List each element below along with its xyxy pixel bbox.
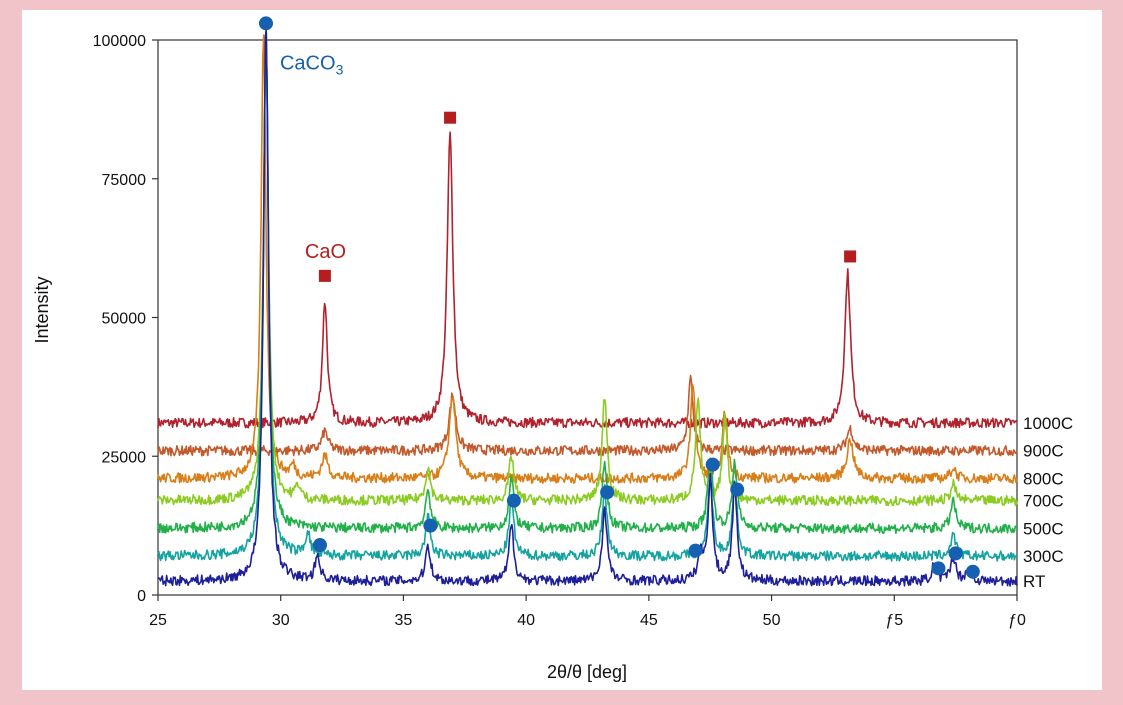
- y-tick-label: 0: [137, 588, 146, 605]
- label-layer: RT 300C 500C 700C 800C 900C 1000C CaCO3 CaO: [280, 52, 1073, 591]
- series-label-800c: 800C: [1023, 469, 1064, 488]
- cao-marker: [318, 269, 331, 282]
- series-line-500c: [157, 29, 1018, 534]
- series-label-900c: 900C: [1023, 442, 1064, 461]
- x-tick-label: 25: [149, 612, 167, 629]
- y-tick-label: 75000: [102, 172, 147, 189]
- x-tick-label: 40: [517, 612, 535, 629]
- x-tick-label: 45: [640, 612, 658, 629]
- marker-layer: [258, 16, 980, 579]
- cao-marker: [444, 111, 457, 124]
- caco3-marker: [423, 518, 438, 533]
- series-label-500c: 500C: [1023, 519, 1064, 538]
- x-tick-label: ƒ0: [1008, 612, 1026, 629]
- series-label-rt: RT: [1023, 572, 1045, 591]
- series-line-700c: [157, 29, 1018, 507]
- cao-label: CaO: [305, 241, 346, 263]
- caco3-marker: [600, 485, 615, 500]
- axes-layer: 0 25000 50000 75000 100000 25 30 35 40 45 50 ƒ5 ƒ0: [93, 33, 1026, 629]
- xrd-chart: 0 25000 50000 75000 100000 25 30 35 40 45 50 ƒ5 ƒ0 R…: [32, 16, 1073, 682]
- x-tick-label: 35: [395, 612, 413, 629]
- series-line-900c: [157, 374, 1018, 457]
- x-axis-title: 2θ/θ [deg]: [547, 662, 627, 682]
- caco3-marker: [506, 493, 521, 508]
- y-tick-label: 50000: [102, 311, 147, 328]
- series-line-800c: [157, 34, 1018, 485]
- plot-frame: [157, 39, 1018, 596]
- caco3-label: CaCO3: [280, 52, 344, 77]
- caco3-marker: [688, 543, 703, 558]
- series-line-1000c: [157, 131, 1018, 429]
- y-tick-label: 100000: [93, 33, 146, 50]
- y-tick-label: 25000: [102, 449, 147, 466]
- x-tick-label: 50: [763, 612, 781, 629]
- y-axis-title: Intensity: [32, 276, 52, 343]
- caco3-marker: [258, 16, 273, 31]
- caco3-marker: [948, 546, 963, 561]
- x-tick-label: 30: [272, 612, 290, 629]
- x-tick-label: ƒ5: [885, 612, 903, 629]
- series-line-300c: [157, 32, 1018, 562]
- chart-panel: 0 25000 50000 75000 100000 25 30 35 40 45 50 ƒ5 ƒ0 R…: [22, 10, 1102, 690]
- caco3-marker: [931, 561, 946, 576]
- caco3-marker: [730, 482, 745, 497]
- series-layer: [157, 29, 1018, 587]
- caco3-marker: [312, 538, 327, 553]
- cao-marker: [844, 250, 857, 263]
- series-label-700c: 700C: [1023, 492, 1064, 511]
- series-label-300c: 300C: [1023, 547, 1064, 566]
- series-line-rt: [157, 29, 1018, 587]
- caco3-marker: [965, 564, 980, 579]
- series-label-1000c: 1000C: [1023, 414, 1073, 433]
- caco3-marker: [705, 457, 720, 472]
